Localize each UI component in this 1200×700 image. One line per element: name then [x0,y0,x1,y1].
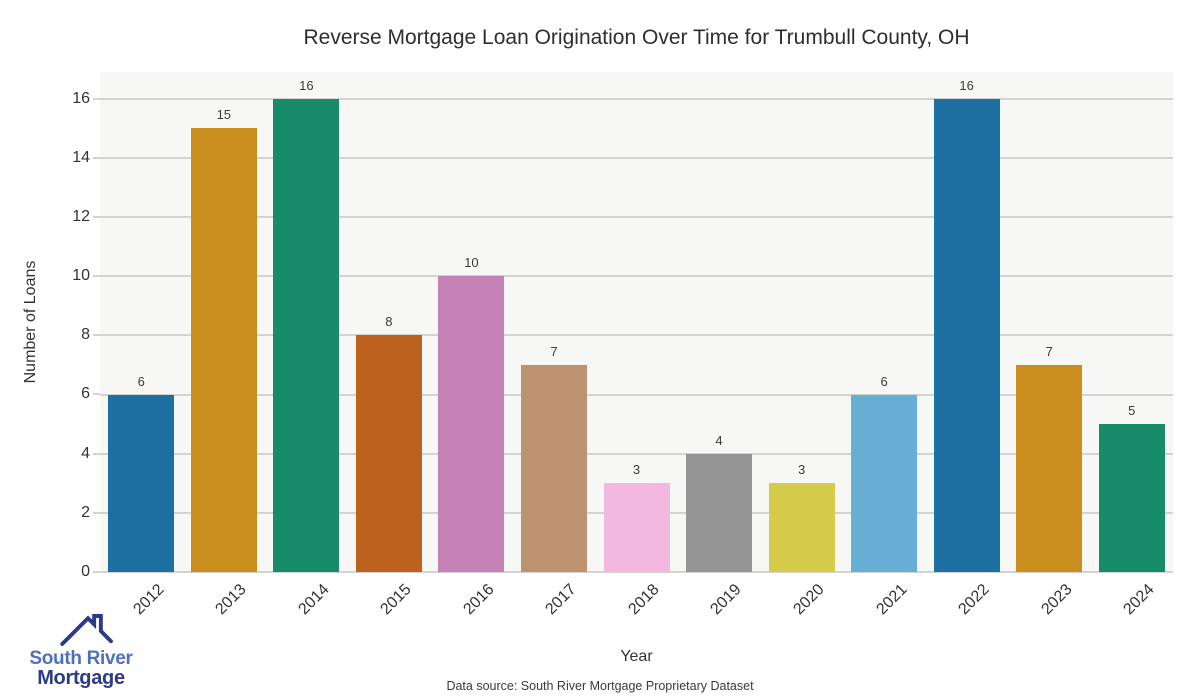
y-tick-mark-6 [93,393,100,396]
bar-value-label-2013: 15 [216,107,232,123]
y-tick-label-12: 12 [72,207,90,225]
y-tick-mark-12 [93,215,100,218]
y-tick-label-4: 4 [81,444,90,462]
gridline-y-8 [100,334,1173,337]
y-tick-mark-4 [93,452,100,455]
chart-title: Reverse Mortgage Loan Origination Over T… [303,26,970,49]
y-tick-mark-2 [93,511,100,514]
x-tick-label-2023: 2023 [1038,581,1076,619]
data-source-caption: Data source: South River Mortgage Propri… [446,679,754,693]
bar-2019 [686,453,753,572]
bar-2018 [603,483,670,572]
y-tick-mark-10 [93,275,100,278]
gridline-y-4 [100,452,1173,455]
gridline-y-14 [100,156,1173,159]
y-tick-label-0: 0 [81,563,90,580]
bar-value-label-2012: 6 [137,373,145,389]
y-tick-label-8: 8 [81,326,90,344]
bar-value-label-2024: 5 [1128,403,1136,419]
gridline-y-16 [100,97,1173,100]
gridline-y-6 [100,393,1173,396]
plot-area: 6 15 16 8 10 7 3 4 3 6 16 7 5 [100,72,1173,573]
bar-2012 [108,394,175,572]
bar-2014 [273,98,340,572]
x-tick-label-2019: 2019 [707,581,746,619]
x-tick-label-2016: 2016 [460,581,498,619]
gridline-y-12 [100,215,1173,218]
x-tick-label-2014: 2014 [295,581,333,619]
bar-value-label-2019: 4 [715,432,723,448]
bar-value-label-2023: 7 [1045,343,1053,359]
bar-value-label-2017: 7 [550,343,558,359]
bar-value-label-2014: 16 [299,77,314,93]
x-tick-label-2021: 2021 [872,581,911,619]
bar-value-label-2016: 10 [464,255,479,271]
bar-2013 [190,128,257,572]
x-tick-label-2013: 2013 [212,581,250,619]
y-tick-label-2: 2 [81,503,90,521]
y-tick-mark-8 [93,334,100,337]
y-tick-label-14: 14 [72,148,90,166]
bar-value-label-2022: 16 [959,77,974,93]
x-tick-label-2015: 2015 [377,581,415,619]
logo-text-line2: Mortgage [37,667,125,689]
y-tick-label-16: 16 [72,89,90,107]
gridline-y-10 [100,275,1173,278]
bar-2016 [438,276,505,572]
x-axis-title: Year [620,648,653,665]
gridline-y-0 [100,571,1173,573]
bar-2021 [851,394,918,572]
logo-text-line1: South River [29,648,133,669]
house-roof-icon [60,614,113,646]
bar-value-label-2018: 3 [632,462,641,478]
x-tick-label-2020: 2020 [790,581,828,619]
x-tick-label-2024: 2024 [1120,581,1158,619]
bar-2022 [933,98,1000,572]
bar-value-label-2015: 8 [385,314,393,330]
bar-value-label-2021: 6 [880,373,888,389]
south-river-mortgage-logo: South River Mortgage [16,612,146,688]
bar-2017 [520,364,587,572]
bar-2020 [768,483,835,572]
y-tick-label-10: 10 [72,267,90,285]
y-tick-label-6: 6 [81,385,90,403]
bar-2023 [1016,364,1083,572]
y-tick-mark-0 [93,571,100,573]
x-tick-label-2018: 2018 [625,581,663,619]
bar-2015 [355,335,422,572]
y-tick-mark-16 [93,97,100,100]
y-tick-mark-14 [93,156,100,159]
bar-2024 [1098,424,1165,572]
bar-value-label-2020: 3 [797,462,806,478]
x-tick-label-2022: 2022 [955,581,993,619]
x-tick-label-2017: 2017 [542,581,580,619]
